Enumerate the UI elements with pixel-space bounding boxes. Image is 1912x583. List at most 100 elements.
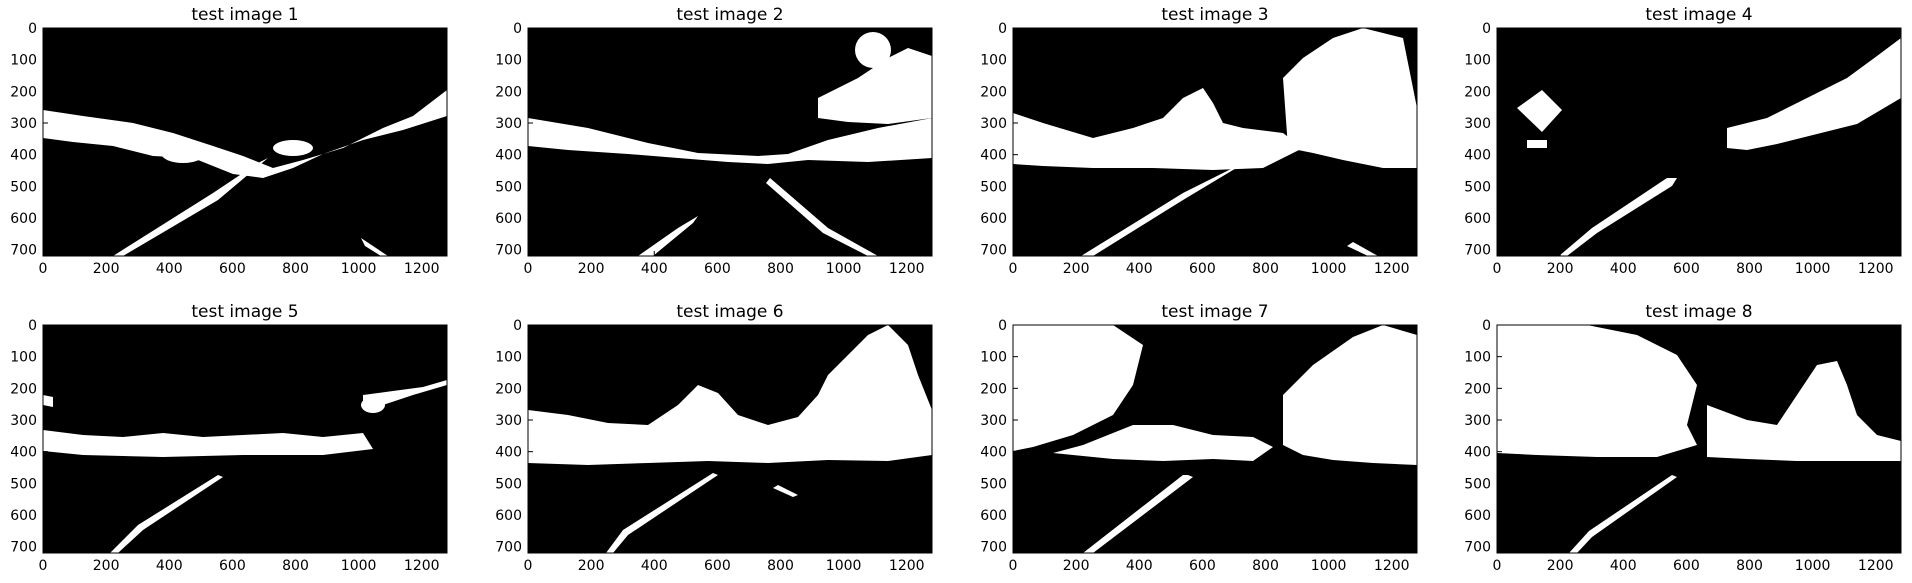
y-tick-label: 300 xyxy=(495,116,522,132)
y-tick-label: 300 xyxy=(10,116,37,132)
y-tick-label: 400 xyxy=(980,148,1007,164)
mask-region xyxy=(161,143,205,163)
x-tick-label: 800 xyxy=(767,261,794,277)
mask-region xyxy=(1083,350,1123,400)
x-tick-label: 800 xyxy=(1252,558,1279,574)
x-tick-label: 800 xyxy=(767,558,794,574)
mask-foreground xyxy=(1013,28,1417,256)
y-tick-label: 300 xyxy=(980,413,1007,429)
x-tick-label: 400 xyxy=(156,558,183,574)
mask-region xyxy=(363,380,447,409)
panel-title: test image 7 xyxy=(1161,302,1268,322)
x-tick-label: 1000 xyxy=(826,261,862,277)
y-tick-label: 200 xyxy=(1464,381,1491,397)
x-tick-label: 1000 xyxy=(826,558,862,574)
y-tick-label: 0 xyxy=(1482,21,1491,37)
x-tick-label: 1200 xyxy=(889,558,925,574)
y-tick-label: 700 xyxy=(980,540,1007,556)
y-tick-label: 200 xyxy=(980,84,1007,100)
panel-2: test image 2 0 200 400 600 800 1000 1200 0 100 200… xyxy=(495,5,933,277)
y-tick-label: 200 xyxy=(495,84,522,100)
mask-region xyxy=(1772,115,1822,131)
mask-region xyxy=(528,118,932,164)
mask-foreground xyxy=(1013,325,1417,553)
x-tick-label: 200 xyxy=(1063,558,1090,574)
y-tick-label: 600 xyxy=(10,211,37,227)
mask-region xyxy=(528,325,932,465)
y-tick-label: 400 xyxy=(495,148,522,164)
x-tick-label: 600 xyxy=(219,261,246,277)
y-tick-label: 700 xyxy=(1464,540,1491,556)
mask-region xyxy=(1053,425,1273,461)
y-tick-label: 600 xyxy=(495,211,522,227)
x-tick-label: 0 xyxy=(524,558,533,574)
y-tick-label: 300 xyxy=(980,116,1007,132)
x-tick-label: 200 xyxy=(1063,261,1090,277)
x-tick-label: 200 xyxy=(93,261,120,277)
x-tick-label: 0 xyxy=(1009,261,1018,277)
x-tick-label: 0 xyxy=(39,558,48,574)
x-tick-label: 1200 xyxy=(1858,261,1894,277)
mask-region xyxy=(1517,90,1562,132)
mask-region xyxy=(1707,361,1901,461)
mask-region xyxy=(1727,38,1901,150)
axes-frame xyxy=(42,324,448,554)
y-tick-label: 200 xyxy=(980,381,1007,397)
x-tick-label: 200 xyxy=(93,558,120,574)
y-tick-label: 500 xyxy=(10,476,37,492)
y-tick-label: 300 xyxy=(1464,116,1491,132)
mask-region xyxy=(43,395,53,407)
mask-foreground xyxy=(43,90,447,256)
x-tick-label: 600 xyxy=(704,558,731,574)
x-tick-label: 400 xyxy=(156,261,183,277)
y-tick-label: 500 xyxy=(1464,179,1491,195)
y-tick-label: 700 xyxy=(10,243,37,259)
y-tick-label: 200 xyxy=(10,84,37,100)
mask-region xyxy=(1517,335,1597,395)
y-tick-label: 700 xyxy=(1464,243,1491,259)
x-tick-label: 600 xyxy=(1189,558,1216,574)
x-tick-label: 600 xyxy=(1673,261,1700,277)
mask-region xyxy=(1081,158,1253,256)
x-tick-label: 400 xyxy=(1126,261,1153,277)
x-tick-label: 200 xyxy=(578,558,605,574)
y-tick-label: 600 xyxy=(980,211,1007,227)
x-tick-label: 200 xyxy=(1547,558,1574,574)
panel-7: test image 7 0 200 400 600 800 1000 1200 0 100 200… xyxy=(980,302,1418,574)
x-tick-label: 800 xyxy=(1252,261,1279,277)
y-tick-label: 100 xyxy=(495,53,522,69)
mask-foreground xyxy=(1497,325,1901,553)
mask-region xyxy=(1013,88,1303,170)
panel-1: test image 1 0 200 400 600 800 1000 1200 0 100 200… xyxy=(10,5,448,277)
x-tick-label: 400 xyxy=(641,261,668,277)
y-tick-label: 300 xyxy=(1464,413,1491,429)
y-tick-label: 100 xyxy=(980,53,1007,69)
panel-title: test image 2 xyxy=(676,5,783,25)
y-tick-label: 0 xyxy=(998,21,1007,37)
panel-title: test image 5 xyxy=(191,302,298,322)
mask-region xyxy=(766,178,878,256)
x-tick-label: 800 xyxy=(282,261,309,277)
x-tick-label: 600 xyxy=(1189,261,1216,277)
y-tick-label: 0 xyxy=(28,21,37,37)
y-tick-label: 700 xyxy=(10,540,37,556)
y-tick-label: 500 xyxy=(980,476,1007,492)
x-tick-label: 1200 xyxy=(404,558,440,574)
y-tick-label: 0 xyxy=(998,318,1007,334)
binary-mask-image xyxy=(1497,28,1901,256)
y-tick-label: 0 xyxy=(513,318,522,334)
axes-frame xyxy=(1496,324,1902,554)
x-tick-label: 1200 xyxy=(1374,261,1410,277)
mask-region xyxy=(1023,335,1083,375)
mask-region xyxy=(361,397,385,413)
y-tick-label: 100 xyxy=(1464,350,1491,366)
y-tick-label: 400 xyxy=(495,445,522,461)
x-tick-label: 1200 xyxy=(889,261,925,277)
y-tick-label: 100 xyxy=(10,350,37,366)
mask-region xyxy=(43,430,373,457)
y-tick-label: 300 xyxy=(10,413,37,429)
y-tick-label: 500 xyxy=(10,179,37,195)
panel-title: test image 1 xyxy=(191,5,298,25)
x-tick-label: 1000 xyxy=(1311,261,1347,277)
